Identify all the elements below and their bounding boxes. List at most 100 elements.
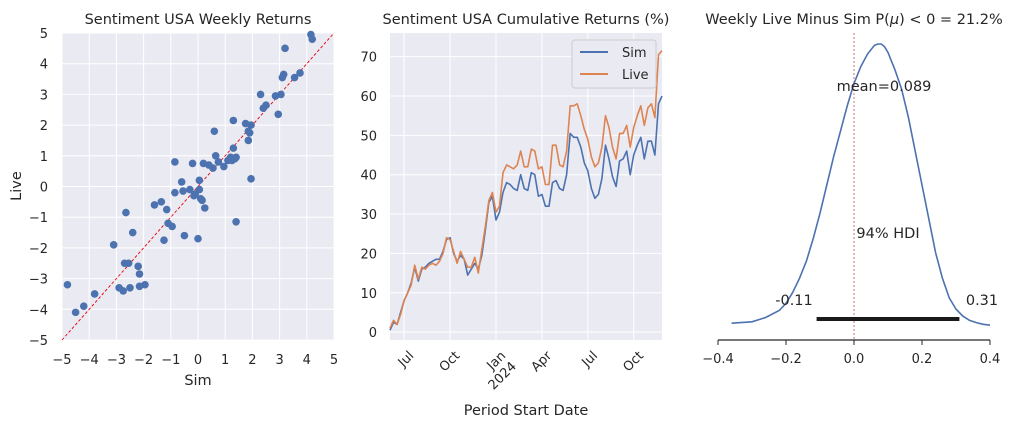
cumulative-panel: Jul Oct Jan2024 Apr Jul Oct 0 10 20 30 40 50 60 70 S…: [360, 12, 669, 419]
scatter-point: [63, 280, 72, 289]
scatter-y-tick-label: −4: [29, 303, 48, 318]
scatter-point: [290, 73, 299, 82]
scatter-point: [296, 69, 304, 77]
legend-sim-label: Sim: [622, 46, 647, 61]
scatter-point: [124, 259, 133, 268]
cumulative-y-tick-label: 60: [360, 90, 377, 105]
cumulative-x-tick-line: Apr: [528, 348, 555, 375]
cumulative-x-tick-label: Oct: [437, 348, 464, 375]
posterior-x-tick-label: −0.4: [702, 352, 734, 367]
scatter-point: [274, 110, 283, 119]
cumulative-x-label: Period Start Date: [464, 403, 589, 419]
scatter-point: [122, 208, 130, 217]
cumulative-x-tick-label: Jul: [395, 348, 417, 370]
scatter-point: [119, 287, 127, 295]
scatter-point: [277, 90, 285, 99]
scatter-point: [160, 236, 168, 245]
posterior-x-tick-label: 0.2: [912, 352, 933, 367]
scatter-y-tick-label: −3: [29, 273, 48, 288]
scatter-point: [210, 127, 219, 136]
scatter-point: [247, 121, 255, 129]
scatter-point: [281, 44, 289, 53]
scatter-point: [256, 90, 265, 99]
cumulative-y-tick-label: 40: [360, 169, 377, 184]
scatter-x-tick-label: 1: [221, 353, 229, 368]
scatter-x-ticks: −5 −4 −3 −2 −1 0 1 2 3 4 5: [52, 353, 338, 368]
posterior-title-prefix: Weekly Live Minus Sim P(: [705, 12, 890, 28]
scatter-point: [71, 308, 80, 317]
scatter-point: [90, 290, 99, 298]
scatter-point: [211, 152, 220, 160]
cumulative-x-tick-line: Jul: [395, 348, 417, 370]
cumulative-x-tick-label: Apr: [528, 348, 555, 375]
scatter-point: [201, 204, 209, 212]
scatter-title: Sentiment USA Weekly Returns: [85, 12, 312, 28]
scatter-point: [171, 188, 179, 197]
scatter-x-tick-label: −5: [52, 353, 71, 368]
scatter-point: [209, 164, 217, 172]
scatter-point: [109, 241, 118, 249]
posterior-x-tick-label: 0.4: [980, 352, 1001, 367]
cumulative-x-ticks: Jul Oct Jan2024 Apr Jul Oct: [395, 348, 647, 393]
posterior-title: Weekly Live Minus Sim P(μ) < 0 = 21.2%: [705, 12, 1003, 28]
scatter-point: [168, 222, 176, 231]
cumulative-x-tick-line: Oct: [620, 348, 647, 375]
cumulative-x-tick-line: Oct: [437, 348, 464, 375]
scatter-x-tick-label: −4: [80, 353, 99, 368]
scatter-point: [214, 158, 223, 166]
scatter-point: [135, 270, 144, 278]
scatter-y-tick-label: 5: [40, 27, 48, 42]
hdi-annotation: 94% HDI: [856, 226, 919, 242]
scatter-point: [220, 162, 228, 171]
posterior-title-suffix: ) < 0 = 21.2%: [899, 12, 1003, 28]
posterior-x-ticks: −0.4 −0.2 0.0 0.2 0.4: [702, 340, 1000, 367]
scatter-point: [177, 178, 186, 186]
scatter-point: [180, 231, 189, 240]
scatter-point: [195, 185, 204, 194]
cumulative-y-tick-label: 50: [360, 129, 377, 144]
scatter-point: [245, 128, 254, 137]
scatter-point: [141, 280, 149, 289]
scatter-x-tick-label: −3: [107, 353, 126, 368]
scatter-x-tick-label: 4: [303, 353, 311, 368]
scatter-point: [279, 70, 288, 79]
scatter-point: [194, 234, 202, 243]
scatter-point: [232, 153, 240, 162]
scatter-point: [171, 158, 179, 166]
scatter-x-label: Sim: [184, 373, 211, 389]
scatter-point: [308, 35, 317, 43]
scatter-points: [63, 30, 317, 317]
cumulative-y-tick-label: 0: [369, 326, 377, 341]
scatter-x-tick-label: 2: [248, 353, 256, 368]
scatter-point: [232, 218, 240, 226]
cumulative-x-tick-label: Jul: [578, 348, 600, 370]
scatter-point: [188, 159, 197, 168]
scatter-x-tick-label: −2: [134, 353, 153, 368]
scatter-x-tick-label: 3: [275, 353, 283, 368]
scatter-point: [134, 262, 142, 271]
scatter-y-label: Live: [9, 171, 25, 201]
scatter-point: [126, 284, 134, 292]
cumulative-y-tick-label: 70: [360, 51, 377, 66]
legend-live-label: Live: [622, 68, 649, 83]
scatter-y-tick-label: −2: [29, 242, 48, 257]
scatter-point: [150, 201, 159, 209]
live-line: [389, 50, 663, 329]
cumulative-grid: [390, 33, 662, 340]
scatter-y-tick-label: 2: [40, 119, 48, 134]
posterior-x-tick-label: 0.0: [844, 352, 865, 367]
scatter-point: [229, 144, 238, 152]
scatter-point: [244, 136, 253, 145]
scatter-point: [128, 228, 137, 237]
scatter-point: [157, 198, 166, 206]
cumulative-x-tick-line: Jul: [578, 348, 600, 370]
scatter-point: [79, 302, 88, 311]
cumulative-y-tick-label: 10: [360, 287, 377, 302]
scatter-y-tick-label: 4: [40, 58, 48, 73]
mean-annotation: mean=0.089: [837, 79, 932, 95]
scatter-grid: [61, 32, 335, 341]
cumulative-y-tick-label: 20: [360, 247, 377, 262]
cumulative-x-tick-label: Jan2024: [475, 348, 520, 393]
sim-line: [389, 95, 663, 331]
